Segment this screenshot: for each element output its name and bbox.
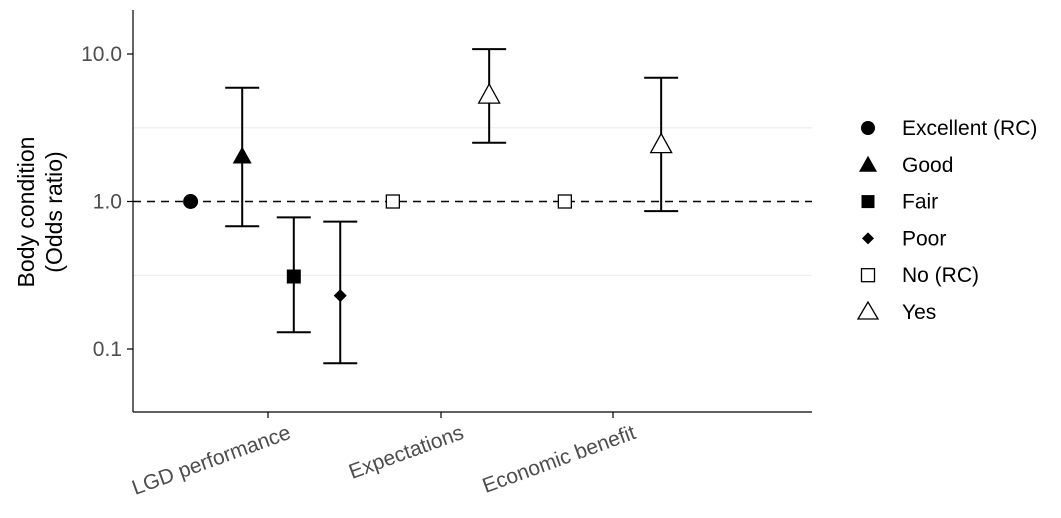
- legend-label-good: Good: [902, 154, 953, 177]
- x-tick-label: LGD performance: [129, 421, 294, 500]
- y-ticks: 0.1 1.0 10.0: [81, 43, 133, 361]
- point-no-rc: [385, 194, 400, 209]
- legend-item-yes: Yes: [856, 300, 936, 324]
- legend-item-no-rc: No (RC): [860, 264, 979, 287]
- point-yes: [649, 132, 673, 154]
- point-good: [232, 146, 252, 164]
- x-tick-label: Expectations: [346, 421, 467, 484]
- point-yes: [477, 82, 501, 104]
- legend-item-poor: Poor: [862, 227, 946, 250]
- grid-layer: [133, 127, 812, 276]
- y-tick-label: 10.0: [81, 43, 122, 66]
- legend-item-good: Good: [859, 154, 953, 177]
- legend-key-fair: [861, 195, 875, 209]
- y-tick-label: 0.1: [93, 338, 122, 361]
- legend-key-yes: [856, 300, 880, 320]
- legend-key-good: [859, 155, 877, 172]
- axes-layer: [132, 10, 812, 413]
- x-ticks: LGD performance Expectations Economic bene…: [129, 412, 639, 500]
- y-axis-title-line1: Body condition: [13, 137, 39, 288]
- y-axis-title-line2: (Odds ratio): [41, 151, 67, 272]
- legend-label-excellent-rc: Excellent (RC): [902, 117, 1037, 140]
- x-tick-label: Economic benefit: [479, 421, 638, 498]
- legend-label-fair: Fair: [902, 191, 938, 214]
- y-tick-label: 1.0: [93, 191, 122, 214]
- legend-key-no-rc: [860, 268, 876, 283]
- point-fair: [286, 269, 301, 284]
- legend-key-poor: [862, 232, 874, 245]
- point-poor: [333, 289, 347, 303]
- legend-key-excellent-rc: [861, 121, 875, 135]
- legend-label-yes: Yes: [902, 301, 936, 324]
- legend-item-fair: Fair: [861, 191, 938, 214]
- legend: Excellent (RC) Good Fair Poor No (RC) Yes: [856, 117, 1037, 324]
- point-excellent-rc: [183, 194, 199, 209]
- legend-label-no-rc: No (RC): [902, 264, 979, 287]
- legend-item-excellent-rc: Excellent (RC): [861, 117, 1037, 140]
- legend-label-poor: Poor: [902, 227, 946, 250]
- data-marks: [183, 48, 679, 365]
- point-no-rc: [557, 194, 572, 209]
